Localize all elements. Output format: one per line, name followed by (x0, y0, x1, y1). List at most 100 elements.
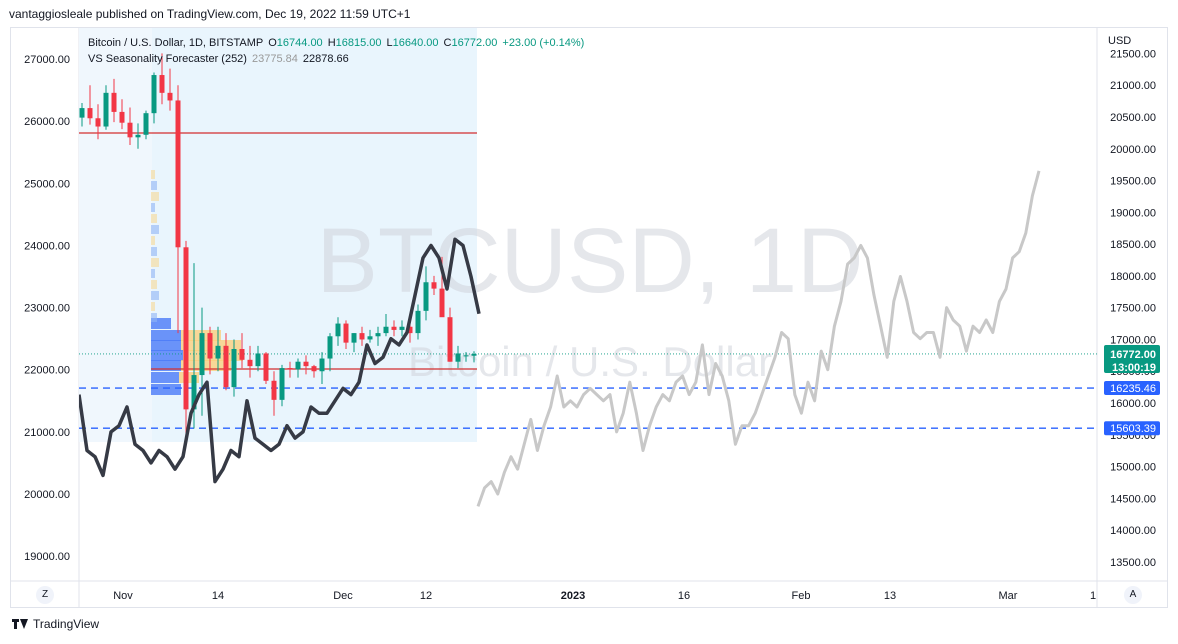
candle-body (335, 323, 341, 337)
candle-body (183, 247, 189, 410)
volume-profile-bar (151, 225, 159, 234)
candle-body (375, 333, 381, 337)
right-axis-tick: 19000.00 (1110, 207, 1156, 219)
candle-body (79, 108, 85, 118)
legend-symbol[interactable]: Bitcoin / U.S. Dollar, 1D, BITSTAMP (88, 37, 264, 49)
candle-body (199, 333, 205, 376)
volume-profile-bar (151, 258, 159, 267)
x-axis-tick: Nov (113, 590, 133, 602)
right-axis-tick: 14500.00 (1110, 493, 1156, 505)
candle-body (383, 326, 389, 334)
publisher-line: vantaggiosleale published on TradingView… (9, 7, 411, 21)
candle-body (87, 108, 93, 119)
plot-area: BTCUSD, 1D Bitcoin / U.S. Dollar (79, 28, 1097, 507)
volume-profile-bar (181, 360, 231, 371)
legend-indicator[interactable]: VS Seasonality Forecaster (252) (88, 53, 247, 65)
volume-profile-bar (151, 214, 157, 223)
candle-body (287, 368, 293, 370)
candle-body (119, 111, 125, 123)
timezone-button[interactable]: Z (36, 586, 54, 604)
footer: TradingView (12, 617, 99, 631)
legend-open: 16744.00 (276, 37, 323, 49)
x-axis-tick: 1 (1090, 590, 1096, 602)
auto-scale-button[interactable]: A (1124, 586, 1142, 604)
chart-frame (10, 27, 1168, 608)
legend-high: 16815.00 (335, 37, 382, 49)
volume-profile-bar (151, 340, 181, 351)
candle-body (463, 355, 469, 357)
candle-body (151, 75, 157, 114)
volume-profile-bar (179, 372, 199, 383)
seasonality-projection-line (476, 170, 1041, 507)
left-axis-tick: 27000.00 (24, 54, 70, 66)
left-axis-tick: 19000.00 (24, 551, 70, 563)
left-axis-tick: 25000.00 (24, 178, 70, 190)
right-axis-tick: 21000.00 (1110, 80, 1156, 92)
volume-profile-bar (151, 302, 155, 311)
candle-body (135, 134, 141, 138)
left-axis-tick: 21000.00 (24, 427, 70, 439)
candle-body (263, 353, 269, 381)
right-axis-tick: 19500.00 (1110, 176, 1156, 188)
x-axis-tick: 13 (884, 590, 896, 602)
candle-body (95, 118, 101, 127)
volume-profile-bar (151, 330, 181, 341)
candle-body (127, 122, 133, 138)
legend-close-label: C (443, 37, 452, 49)
candle-body (103, 92, 109, 127)
candle-body (167, 92, 173, 101)
candle-body (391, 326, 397, 330)
candle-body (439, 288, 445, 318)
right-axis-tick: 17000.00 (1110, 334, 1156, 346)
chart-legend: Bitcoin / U.S. Dollar, 1D, BITSTAMP O167… (88, 35, 584, 67)
right-axis-tick: 18000.00 (1110, 271, 1156, 283)
level-label: 16235.46 (1110, 383, 1156, 395)
legend-high-label: H (327, 37, 336, 49)
x-axis-tick: 14 (212, 590, 224, 602)
volume-profile-bar (151, 181, 157, 190)
x-axis-tick: Mar (999, 590, 1018, 602)
volume-profile-bar (151, 192, 159, 201)
legend-indicator-value-2: 22878.66 (302, 53, 349, 65)
candle-body (223, 345, 229, 388)
left-axis-tick: 23000.00 (24, 303, 70, 315)
volume-profile-bar (151, 203, 155, 212)
candle-body (455, 353, 461, 362)
legend-low: 16640.00 (392, 37, 439, 49)
left-axis-tick: 24000.00 (24, 240, 70, 252)
volume-profile-bar (151, 291, 159, 300)
right-axis-unit: USD (1108, 35, 1131, 47)
candle-body (247, 359, 253, 367)
candle-body (431, 282, 437, 289)
volume-profile-bar (151, 313, 157, 322)
candle-body (271, 380, 277, 400)
x-axis-tick: Feb (792, 590, 811, 602)
candle-body (343, 323, 349, 343)
left-axis-tick: 20000.00 (24, 489, 70, 501)
candle-body (407, 326, 413, 334)
volume-profile-bar (151, 372, 179, 383)
volume-profile-bar (151, 236, 155, 245)
candle-body (207, 333, 213, 359)
right-axis-tick: 17500.00 (1110, 303, 1156, 315)
left-axis-tick: 26000.00 (24, 116, 70, 128)
candle-body (423, 282, 429, 311)
volume-profile-bar (151, 247, 157, 256)
level-label-bg (1104, 381, 1160, 396)
volume-profile-bar (151, 269, 155, 278)
candle-body (191, 375, 197, 410)
watermark-symbol: BTCUSD, 1D (317, 210, 864, 312)
volume-profile-bar (151, 170, 155, 179)
candle-body (447, 317, 453, 362)
legend-open-label: O (268, 37, 277, 49)
right-axis-tick: 16000.00 (1110, 398, 1156, 410)
right-axis-tick: 15000.00 (1110, 462, 1156, 474)
right-axis-tick: 13500.00 (1110, 557, 1156, 569)
seasonality-forecast-line (79, 237, 481, 484)
candle-body (111, 92, 117, 112)
candle-body (311, 366, 317, 372)
x-axis-tick: 2023 (561, 590, 585, 602)
candle-body (175, 100, 181, 248)
candle-body (159, 75, 165, 93)
